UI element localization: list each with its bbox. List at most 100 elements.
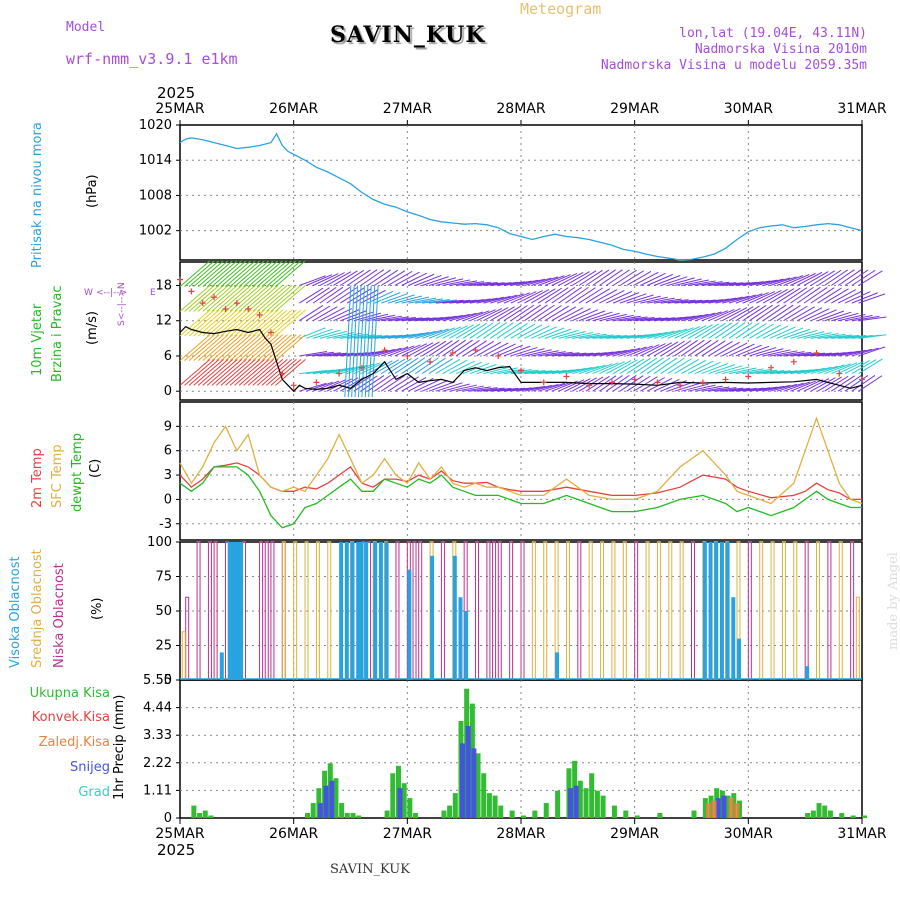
wind-arrow <box>558 286 582 304</box>
wind-arrow <box>640 317 669 322</box>
wind-arrow <box>483 366 511 375</box>
wind-arrow <box>225 309 256 337</box>
cloud-mid-bar <box>855 596 860 680</box>
altitude-label: Nadmorska Visina 2010m <box>694 42 867 57</box>
wind-arrow <box>762 277 791 286</box>
precip-total-bar <box>521 815 526 818</box>
precip-snow-bar <box>317 803 323 818</box>
wind-arrow <box>537 327 565 339</box>
wind-arrow <box>749 279 778 286</box>
wind-arrow <box>824 288 849 304</box>
wind-arrow <box>462 281 491 286</box>
precip-total-bar <box>441 810 447 818</box>
wind-arrow <box>256 309 288 337</box>
wind-arrow <box>299 275 326 286</box>
cloud-high-bar <box>731 597 736 680</box>
wind-arrow <box>721 342 748 357</box>
wind-arrow <box>193 284 224 312</box>
precip-total-bar <box>407 798 413 818</box>
gust-mark <box>745 373 752 380</box>
wind-arrow <box>299 351 328 357</box>
wind-arrow <box>340 287 365 304</box>
wind-arrow <box>817 269 842 286</box>
wind-arrow <box>229 358 261 386</box>
wind-arrow <box>225 334 256 362</box>
wind-arrow <box>817 287 842 304</box>
top-date-label: 28MAR <box>496 101 545 117</box>
wind-arrow <box>216 334 247 362</box>
wind-arrow <box>184 284 215 312</box>
wind-arrow <box>701 298 730 304</box>
wind-arrow <box>179 309 211 337</box>
wind-arrow <box>442 279 471 286</box>
wind-arrow <box>619 270 644 286</box>
precip-total-bar <box>208 815 214 818</box>
gust-mark <box>836 370 843 377</box>
gust-mark <box>654 379 661 386</box>
bottom-date-label: 31MAR <box>837 826 886 842</box>
gust-mark <box>188 288 195 295</box>
wind-arrow <box>531 350 559 357</box>
wind-arrow <box>415 378 441 392</box>
wind-arrow <box>633 344 660 357</box>
wind-arrow <box>374 269 399 286</box>
wind-arrow <box>769 383 798 392</box>
wind-arrow <box>455 323 481 339</box>
wind-arrow <box>394 295 423 304</box>
precip-total-bar <box>310 803 316 818</box>
wind-arrow <box>646 273 674 286</box>
gust-mark <box>267 329 274 336</box>
wind-arrow <box>503 305 528 322</box>
compass-w: W <box>84 288 93 298</box>
y-tick-label: 12 <box>155 314 172 329</box>
wind-arrow <box>606 314 634 322</box>
precip-freezing-bar <box>705 803 711 818</box>
wind-arrow <box>299 305 324 322</box>
legend-total-rain: Ukupna Kisa <box>29 686 110 701</box>
wind-arrow <box>681 299 710 304</box>
wind-arrow <box>647 330 675 339</box>
wind-arrow <box>633 295 661 304</box>
wind-arrow <box>851 375 876 392</box>
y-tick-label: 25 <box>155 639 172 654</box>
wind-arrow <box>530 304 555 322</box>
wind-arrow <box>476 322 501 339</box>
wind-arrow <box>197 309 229 337</box>
wind-arrow <box>394 332 423 339</box>
wind-arrow <box>394 271 420 286</box>
wind-arrow <box>524 370 553 375</box>
wind-arrow <box>578 310 606 322</box>
wind-arrow <box>211 284 243 312</box>
wind-arrow <box>537 287 562 304</box>
wind-arrow <box>312 352 341 357</box>
wind-arrow <box>353 269 378 286</box>
y-tick-label: 1020 <box>139 118 172 133</box>
wind-arrow <box>408 342 434 357</box>
wind-arrow <box>326 286 351 304</box>
wind-arrow <box>387 358 412 374</box>
wind-arrow <box>619 293 647 304</box>
gust-mark <box>222 305 229 312</box>
wind-arrow <box>571 270 597 286</box>
wind-arrow <box>202 309 234 337</box>
wind-arrow <box>674 326 701 339</box>
cloud-mid-bar <box>770 541 775 680</box>
top-date-label: 25MAR <box>155 101 204 117</box>
y-tick-label: 0 <box>164 811 172 826</box>
wind-arrow <box>435 314 464 322</box>
wind-arrow <box>572 333 600 339</box>
wind-arrow <box>179 334 211 362</box>
wind-arrow <box>387 294 415 304</box>
wind-arrow <box>660 357 685 374</box>
wind-arrow <box>715 387 744 392</box>
cloud-high-bar <box>458 597 463 680</box>
wind-arrow <box>667 299 696 304</box>
wind-arrow <box>306 328 333 339</box>
wind-arrow <box>261 284 293 312</box>
wind-arrow <box>490 306 515 322</box>
wind-arrow <box>633 317 662 322</box>
wind-arrow <box>326 331 355 339</box>
wind-arrow <box>202 284 234 312</box>
wind-arrow <box>351 285 359 398</box>
precip-total-bar <box>731 793 737 818</box>
